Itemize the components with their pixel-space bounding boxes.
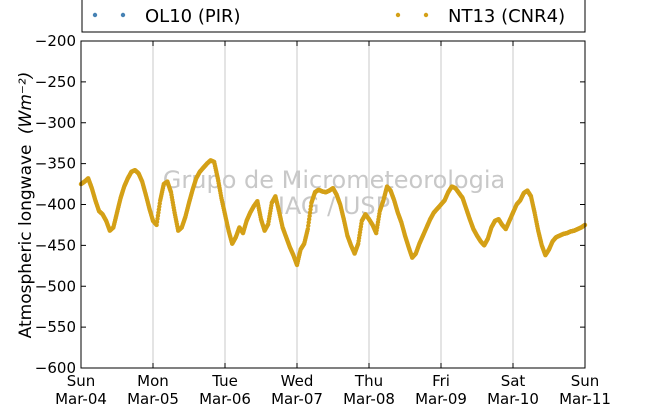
legend: OL10 (PIR) NT13 (CNR4): [81, 0, 586, 33]
y-tick-label-7: −250: [35, 73, 76, 91]
y-tick-label-5: −350: [35, 155, 76, 173]
y-axis-title-text: Atmospheric longwave (Wm⁻²): [16, 72, 36, 339]
data-point-interp: [307, 213, 312, 219]
watermark-line-2: IAG / USP: [278, 192, 390, 220]
data-points: [78, 158, 588, 268]
x-tick-day-4: Thu: [354, 372, 383, 390]
y-tick-label-3: −450: [35, 236, 76, 254]
x-tick-day-1: Mon: [137, 372, 169, 390]
x-tick-date-5: Mar-09: [415, 390, 467, 408]
legend-label-nt13: NT13 (CNR4): [448, 6, 565, 27]
data-point-interp: [308, 203, 314, 209]
x-tick-day-0: Sun: [67, 372, 96, 390]
x-tick-date-4: Mar-08: [343, 390, 395, 408]
x-tick-date-1: Mar-05: [127, 390, 179, 408]
x-tick-date-0: Mar-04: [55, 390, 107, 408]
data-point-interp: [308, 207, 313, 212]
y-tick-label-8: −200: [35, 32, 76, 50]
x-tick-date-7: Mar-11: [559, 390, 611, 408]
data-point: [305, 226, 310, 232]
legend-marker-nt13: [423, 12, 429, 18]
data-point-interp: [306, 220, 311, 225]
legend-marker-ol10: [120, 12, 126, 18]
y-axis: −600 −550 −500 −450 −400 −350 −300 −250 −200: [35, 32, 585, 377]
y-tick-label-1: −550: [35, 318, 76, 336]
x-tick-day-2: Tue: [211, 372, 238, 390]
legend-marker-nt13: [395, 12, 401, 18]
x-axis: SunMar-04MonMar-05TueMar-06WedMar-07ThuM…: [55, 41, 611, 408]
plot-area: [81, 41, 585, 368]
x-tick-date-6: Mar-10: [487, 390, 539, 408]
y-axis-title: Atmospheric longwave (Wm⁻²): [16, 72, 36, 339]
x-tick-date-3: Mar-07: [271, 390, 323, 408]
y-tick-label-2: −500: [35, 277, 76, 295]
x-tick-day-7: Sun: [571, 372, 600, 390]
y-tick-label-4: −400: [35, 196, 76, 214]
data-point-interp: [306, 223, 311, 228]
legend-item-nt13: NT13 (CNR4): [395, 6, 565, 27]
x-tick-day-6: Sat: [501, 372, 526, 390]
y-axis-title-unit: (Wm⁻²): [16, 72, 36, 134]
y-tick-label-6: −300: [35, 114, 76, 132]
y-axis-title-main: Atmospheric longwave: [16, 144, 36, 338]
y-tick-label-0: −600: [35, 359, 76, 377]
legend-frame: [81, 0, 586, 33]
legend-marker-ol10: [92, 12, 98, 18]
data-point-interp: [307, 210, 313, 215]
x-tick-day-3: Wed: [281, 372, 314, 390]
legend-label-ol10: OL10 (PIR): [145, 6, 241, 27]
data-point-interp: [306, 217, 312, 222]
x-tick-day-5: Fri: [432, 372, 450, 390]
x-tick-date-2: Mar-06: [199, 390, 251, 408]
legend-item-ol10: OL10 (PIR): [92, 6, 241, 27]
